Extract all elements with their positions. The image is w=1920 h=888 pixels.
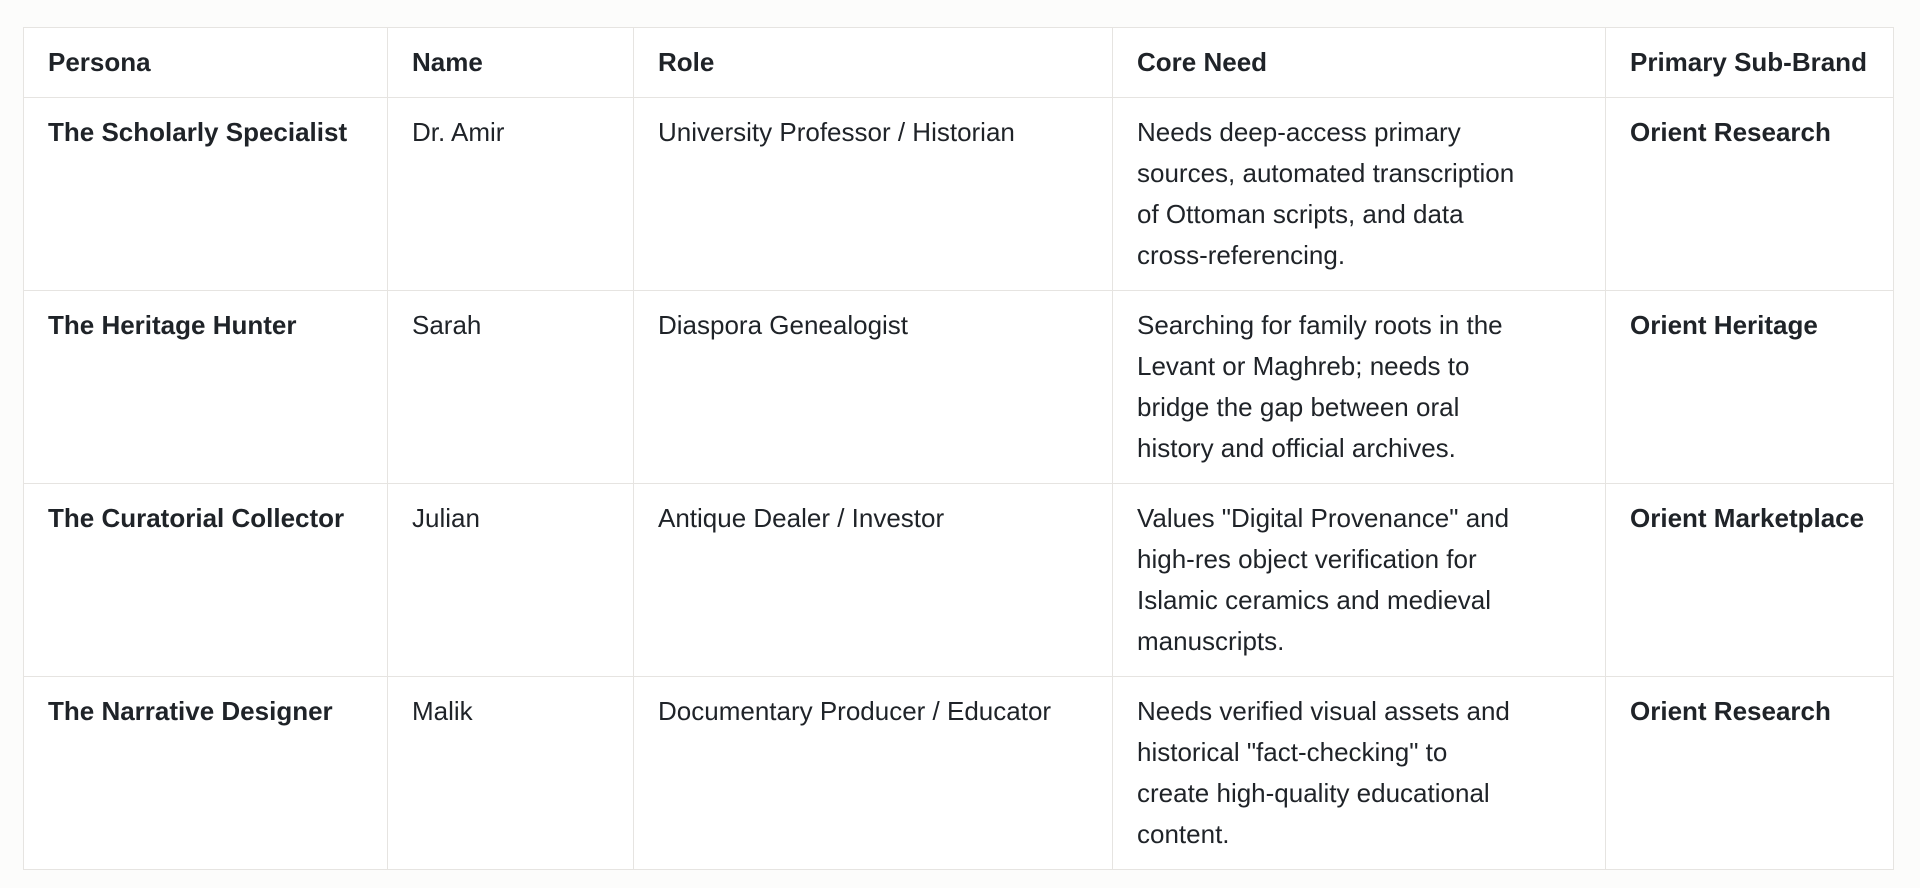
core-need-cell: Needs deep-access primary sources, autom… (1112, 97, 1606, 291)
core-need-cell: Values "Digital Provenance" and high-res… (1112, 483, 1606, 677)
role-cell: University Professor / Historian (633, 97, 1113, 291)
personas-table: Persona Name Role Core Need Primary Sub-… (23, 27, 1894, 870)
name-cell: Julian (387, 483, 634, 677)
role-cell: Diaspora Genealogist (633, 290, 1113, 484)
role-cell: Antique Dealer / Investor (633, 483, 1113, 677)
role-cell: Documentary Producer / Educator (633, 676, 1113, 870)
sub-brand-cell: Orient Research (1605, 676, 1894, 870)
column-header-name: Name (387, 27, 634, 98)
column-header-core-need: Core Need (1112, 27, 1606, 98)
header-row: Persona Name Role Core Need Primary Sub-… (23, 27, 1894, 98)
name-cell: Dr. Amir (387, 97, 634, 291)
persona-cell: The Heritage Hunter (23, 290, 388, 484)
name-cell: Sarah (387, 290, 634, 484)
sub-brand-cell: Orient Marketplace (1605, 483, 1894, 677)
column-header-role: Role (633, 27, 1113, 98)
sub-brand-cell: Orient Heritage (1605, 290, 1894, 484)
table-row: The Curatorial Collector Julian Antique … (23, 483, 1894, 677)
persona-cell: The Scholarly Specialist (23, 97, 388, 291)
core-need-cell: Needs verified visual assets and histori… (1112, 676, 1606, 870)
column-header-persona: Persona (23, 27, 388, 98)
column-header-sub-brand: Primary Sub-Brand (1605, 27, 1894, 98)
table-row: The Heritage Hunter Sarah Diaspora Genea… (23, 290, 1894, 484)
persona-cell: The Curatorial Collector (23, 483, 388, 677)
table-row: The Narrative Designer Malik Documentary… (23, 676, 1894, 870)
persona-cell: The Narrative Designer (23, 676, 388, 870)
table-row: The Scholarly Specialist Dr. Amir Univer… (23, 97, 1894, 291)
name-cell: Malik (387, 676, 634, 870)
core-need-cell: Searching for family roots in the Levant… (1112, 290, 1606, 484)
sub-brand-cell: Orient Research (1605, 97, 1894, 291)
